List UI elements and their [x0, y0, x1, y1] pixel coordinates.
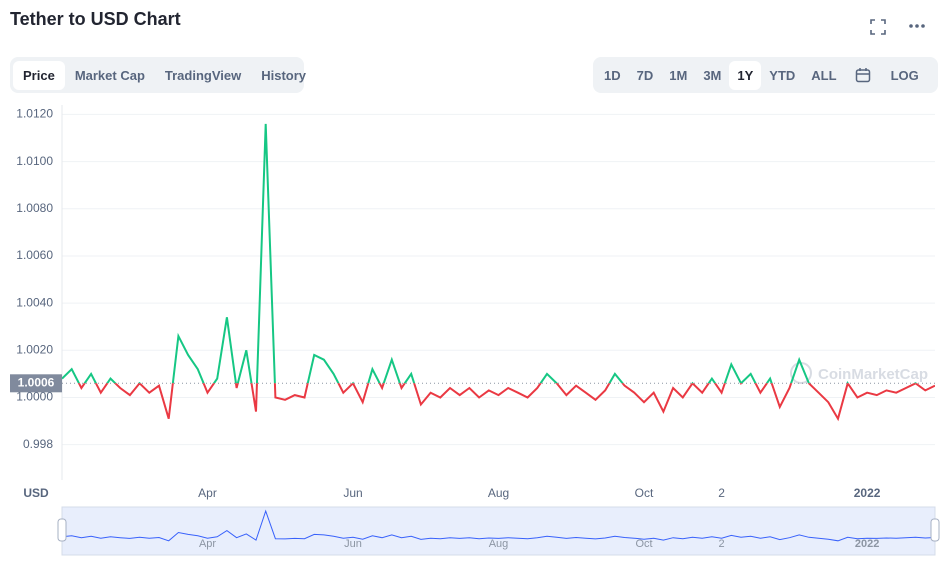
tab[interactable]: History [261, 67, 307, 83]
price-line-below [77, 383, 935, 422]
y-axis-label: USD [23, 486, 49, 500]
tab-group: Price Market Cap TradingView History [10, 57, 306, 93]
navigator-handle[interactable] [930, 518, 940, 542]
expand-icon[interactable] [870, 19, 886, 35]
navigator-label: 2022 [855, 538, 879, 550]
watermark-logo [790, 362, 812, 384]
navigator-label: Apr [199, 538, 216, 550]
range-button[interactable]: 3M [703, 67, 722, 83]
x-tick-label: 2022 [854, 486, 881, 500]
range-button[interactable]: 7D [636, 67, 654, 83]
calendar-button[interactable] [845, 60, 881, 90]
x-tick-label: Oct [635, 486, 654, 500]
y-tick-label: 1.0100 [16, 154, 53, 168]
y-tick-label: 1.0040 [16, 295, 53, 309]
navigator [61, 506, 936, 556]
navigator-label: 2 [719, 538, 725, 550]
navigator-handle[interactable] [57, 518, 67, 542]
y-tick-label: 1.0120 [16, 107, 53, 121]
range-group: 1D 7D 1M 3M 1Y YTD ALL LOG [593, 57, 938, 93]
x-tick-label: Aug [488, 486, 509, 500]
range-button[interactable]: YTD [769, 67, 796, 83]
navigator-label: Aug [489, 538, 509, 550]
navigator-label: Oct [635, 538, 652, 550]
x-tick-label: Jun [343, 486, 362, 500]
tab[interactable]: TradingView [164, 67, 242, 83]
range-button[interactable]: ALL [811, 67, 837, 83]
price-line-above [62, 123, 918, 384]
y-tick-label: 1.0080 [16, 201, 53, 215]
x-tick-label: Apr [198, 486, 217, 500]
y-tick-label: 1.0020 [16, 342, 53, 356]
range-button[interactable]: 1Y [729, 60, 762, 90]
navigator-label: Jun [344, 538, 362, 550]
tab[interactable]: Market Cap [74, 67, 145, 83]
range-button[interactable]: 1M [669, 67, 688, 83]
price-tag-label: 1.0006 [18, 375, 55, 389]
watermark: CoinMarketCap [818, 366, 928, 383]
tab[interactable]: Price [13, 60, 65, 90]
y-tick-label: 1.0000 [16, 390, 53, 404]
more-icon[interactable] [909, 24, 925, 28]
log-button[interactable]: LOG [890, 67, 919, 83]
navigator-line [61, 509, 936, 542]
x-tick-label: 2 [718, 486, 725, 500]
price-tag [10, 374, 62, 393]
calendar-icon [855, 68, 870, 83]
page-title: Tether to USD Chart [10, 9, 181, 29]
y-tick-label: 1.0060 [16, 248, 53, 262]
y-tick-label: 0.998 [23, 437, 53, 451]
range-button[interactable]: 1D [604, 67, 621, 83]
